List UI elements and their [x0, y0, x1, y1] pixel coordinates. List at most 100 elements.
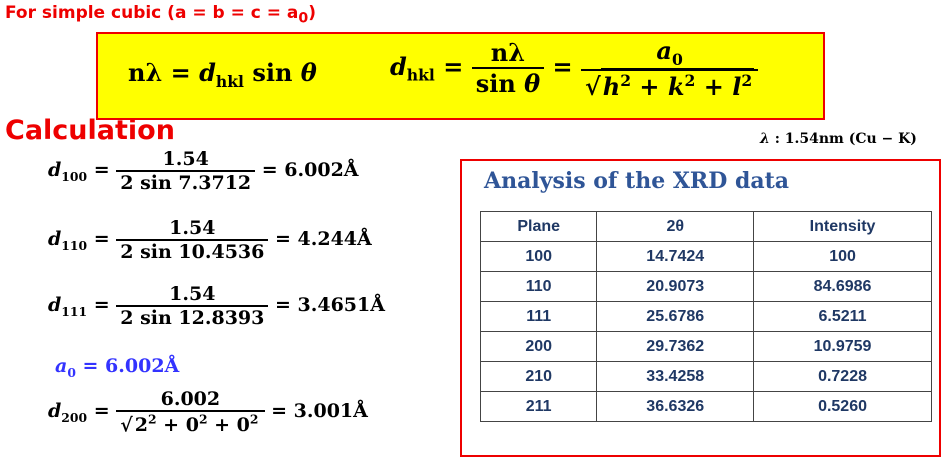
math-text: For simple cubic (a = b = c = a: [5, 3, 299, 23]
math-text: =: [87, 400, 117, 423]
fraction: 1.54 2 sin 10.4536: [116, 217, 269, 263]
math-text: sin: [475, 69, 525, 99]
math-symbol: λ: [760, 131, 770, 147]
denominator: sin θ: [472, 69, 544, 98]
calculation: d110 = 1.54 2 sin 10.4536 = 4.244Å: [48, 217, 372, 263]
column-header: 2θ: [596, 211, 755, 242]
table-body: 100 14.7424 100 110 20.9073 84.6986 111 25.6786…: [479, 241, 932, 422]
superscript: 2: [249, 412, 259, 427]
fraction: 1.54 2 sin 7.3712: [116, 148, 256, 194]
table-cell: 0.5260: [753, 391, 932, 422]
numerator: 1.54: [116, 217, 269, 241]
fraction: nλ sin θ: [471, 38, 545, 98]
table-cell: 84.6986: [753, 271, 932, 302]
math-text: 1.54: [169, 283, 216, 305]
math-text: =: [87, 159, 117, 181]
column-header: Plane: [479, 211, 598, 242]
math-text: 2: [134, 414, 148, 437]
table-cell: 110: [479, 271, 598, 302]
math-text: =: [434, 51, 472, 81]
denominator: √h2 + k2 + l2: [581, 67, 758, 101]
math-symbol: d: [48, 294, 62, 316]
xrd-table: Plane 2θ Intensity 100 14.7424 100 110 20.9073 8…: [479, 211, 932, 422]
table-cell: 29.7362: [596, 331, 755, 362]
numerator: a0: [580, 36, 759, 71]
formula: dhkl = nλ sin θ = a0 √h2 + k2 + l2: [390, 36, 759, 101]
math-symbol: a: [55, 355, 68, 377]
table-row: 111 25.6786 6.5211: [479, 301, 932, 332]
subscript: hkl: [406, 65, 435, 85]
numerator: nλ: [471, 38, 545, 70]
math-text: : 1.54nm (Cu − K): [769, 131, 917, 147]
fraction: a0 √h2 + k2 + l2: [580, 36, 759, 101]
math-text: = 3.4651Å: [268, 294, 385, 316]
subscript: 0: [298, 10, 309, 27]
superscript: 2: [620, 70, 632, 90]
table-cell: 111: [479, 301, 598, 332]
math-symbol: a: [656, 36, 672, 65]
subscript: 100: [61, 168, 88, 184]
math-text: 1.54: [169, 217, 216, 239]
table-row: 100 14.7424 100: [479, 241, 932, 272]
math-symbol: h: [602, 71, 621, 101]
math-text: sin: [243, 58, 301, 87]
math-text: 2 sin 10.4536: [120, 241, 265, 263]
header-row: Plane 2θ Intensity: [479, 211, 932, 242]
math-text: 2 sin 7.3712: [120, 172, 252, 194]
table-cell: 10.9759: [753, 331, 932, 362]
table-cell: 200: [479, 331, 598, 362]
math-text: = 6.002Å: [75, 355, 180, 377]
fraction: 1.54 2 sin 12.8393: [116, 283, 269, 329]
table-cell: 14.7424: [596, 241, 755, 272]
table-cell: 20.9073: [596, 271, 755, 302]
math-symbol: l: [732, 71, 742, 101]
table-row: 110 20.9073 84.6986: [479, 271, 932, 302]
formula: nλ = dhkl sin θ: [128, 58, 317, 91]
calculation: d111 = 1.54 2 sin 12.8393 = 3.4651Å: [48, 283, 385, 329]
math-text: nλ: [490, 38, 526, 68]
math-text: + 0: [207, 414, 250, 437]
fraction: 6.002 √ 22 + 02 + 02: [116, 388, 265, 437]
subscript: 200: [61, 409, 88, 425]
math-text: =: [87, 228, 117, 250]
table-cell: 0.7228: [753, 361, 932, 392]
math-text: +: [631, 71, 668, 101]
table-cell: 210: [479, 361, 598, 392]
radical-sign: √: [584, 71, 601, 101]
math-symbol: d: [48, 159, 62, 181]
math-symbol: d: [48, 228, 62, 250]
math-text: +: [695, 71, 733, 101]
superscript: 2: [684, 70, 696, 90]
table-box: [460, 159, 941, 457]
table-cell: 211: [479, 391, 598, 422]
subscript: 111: [61, 303, 88, 319]
math-symbol: d: [199, 58, 216, 87]
superscript: 2: [147, 412, 157, 427]
table-cell: 100: [753, 241, 932, 272]
math-symbol: d: [48, 400, 62, 423]
radicand: 22 + 02 + 02: [132, 410, 261, 437]
calculation: d100 = 1.54 2 sin 7.3712 = 6.002Å: [48, 148, 359, 194]
table-cell: 33.4258: [596, 361, 755, 392]
table-cell: 100: [479, 241, 598, 272]
math-text: =: [87, 294, 117, 316]
calculation: d200 = 6.002 √ 22 + 02 + 02 = 3.001Å: [48, 388, 368, 437]
math-text: + 0: [156, 414, 199, 437]
math-text: = 4.244Å: [268, 228, 372, 250]
table-title: Analysis of the XRD data: [484, 168, 790, 194]
math-text: = 3.001Å: [264, 400, 368, 423]
column-header: Intensity: [753, 211, 932, 242]
math-text: 1.54: [162, 148, 209, 170]
calculation-heading: Calculation: [5, 115, 175, 146]
subscript: 0: [67, 364, 76, 380]
superscript: 2: [198, 412, 208, 427]
subscript: 110: [61, 237, 88, 253]
subscript: 0: [671, 49, 683, 69]
math-text: nλ =: [128, 58, 200, 87]
radicand: h2 + k2 + l2: [600, 67, 755, 101]
denominator: 2 sin 7.3712: [116, 172, 255, 194]
table-cell: 25.6786: [596, 301, 755, 332]
table-cell: 36.6326: [596, 391, 755, 422]
superscript: 2: [741, 70, 753, 90]
